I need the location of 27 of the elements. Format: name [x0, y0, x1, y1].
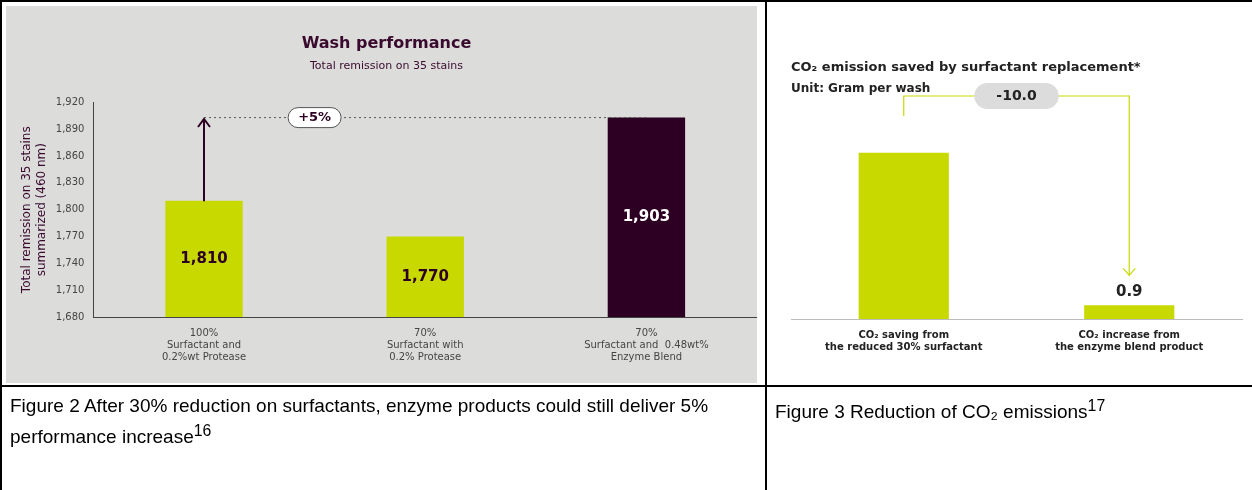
y-tick-label: 1,920 [55, 95, 85, 107]
data-label: 0.9 [1115, 281, 1143, 300]
y-tick-label: 1,710 [55, 283, 85, 295]
chart-title: Wash performance [301, 32, 472, 52]
y-tick-label: 1,890 [55, 122, 85, 134]
caption: Figure 2 After 30% reduction on surfactants, enzyme products could still deliver 5% performance increase$^{16}$ [9, 394, 710, 450]
y-tick-label: 1,830 [55, 176, 85, 188]
y-tick-label: 1,770 [55, 230, 85, 242]
chart-subtitle: Total remission on 35 stains [309, 58, 464, 72]
y-tick-label: 1,860 [55, 149, 85, 161]
x-tick-label: 70% Surfactant with 0.2% Protease [386, 326, 464, 362]
chart-title: CO₂ emission saved by surfactant replacement* [791, 59, 1141, 75]
data-label: 1,770 [401, 266, 449, 285]
annotation: +5% [298, 108, 332, 124]
y-tick-label: 1,740 [55, 256, 85, 268]
chart-subtitle: Unit: Gram per wash [791, 80, 931, 95]
y-tick-label: 1,680 [55, 310, 85, 322]
caption: Figure 3 Reduction of CO₂ emissions$^{17}$ [774, 396, 1107, 425]
x-tick-label: CO₂ increase from the enzyme blend product [1055, 328, 1204, 352]
text: -10.0 [996, 86, 1037, 103]
x-tick-label: 100% Surfactant and 0.2%wt Protease [161, 326, 247, 362]
y-axis-title: Total remission on 35 stains summarized (460 nm) [19, 126, 48, 295]
y-tick-label: 1,800 [55, 203, 85, 215]
x-tick-label: 70% Surfactant and 0.48wt% Enzyme Blend [584, 326, 709, 362]
data-label: 1,810 [180, 248, 228, 267]
data-label: 1,903 [622, 207, 671, 226]
x-tick-label: CO₂ saving from the reduced 30% surfactant [825, 328, 983, 352]
